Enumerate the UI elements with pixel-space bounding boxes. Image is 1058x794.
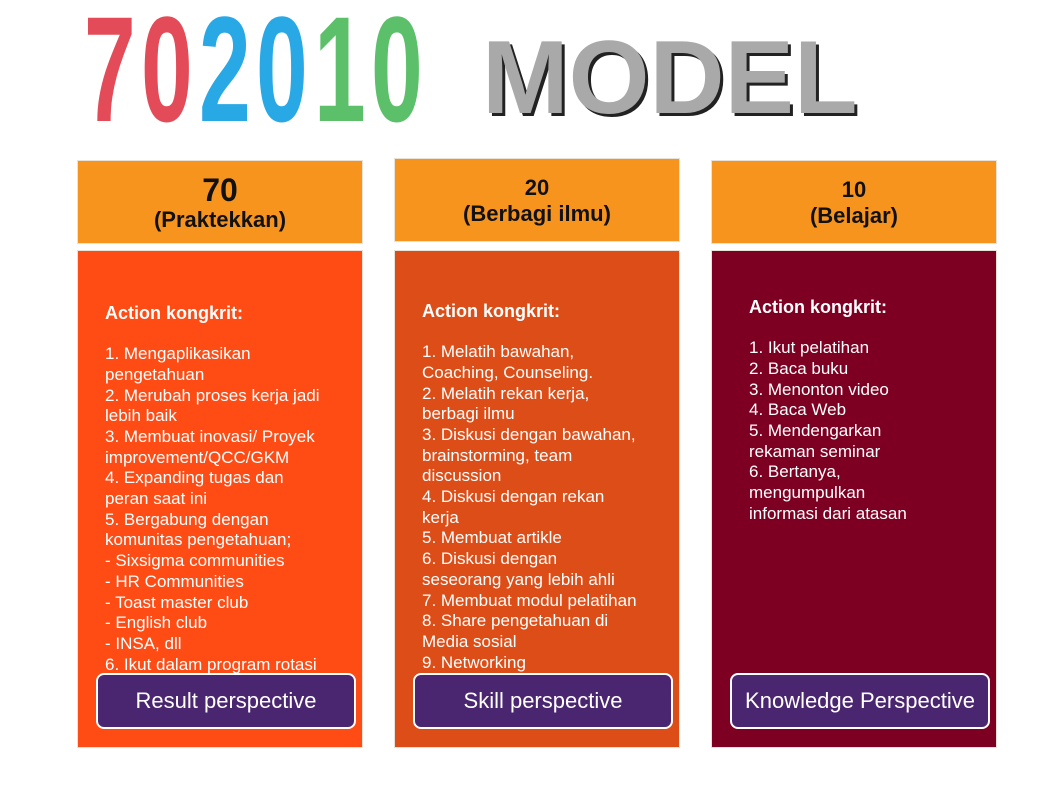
column-70-action-heading: Action kongkrit: xyxy=(105,302,243,323)
column-70-label: (Praktekkan) xyxy=(153,207,287,232)
column-10-number: 10 xyxy=(841,177,867,202)
title-digit-2: 2 xyxy=(198,0,251,153)
title-digit-1: 1 xyxy=(313,0,366,153)
column-70-header: 70 (Praktekkan) xyxy=(77,160,363,244)
column-10-action-heading: Action kongkrit: xyxy=(749,296,887,317)
title-digit-7: 7 xyxy=(84,0,136,153)
skill-perspective-button[interactable]: Skill perspective xyxy=(413,673,673,729)
column-20-label: (Berbagi ilmu) xyxy=(463,201,611,226)
column-10-label: (Belajar) xyxy=(809,203,899,228)
column-20-number: 20 xyxy=(524,175,550,200)
column-70-number: 70 xyxy=(202,172,238,208)
title-digit-0c: 0 xyxy=(371,0,423,153)
title-model: MODEL xyxy=(482,20,858,136)
column-20-action-items: 1. Melatih bawahan, Coaching, Counseling… xyxy=(422,342,637,672)
column-20-action-heading: Action kongkrit: xyxy=(422,300,560,321)
title-702010: 7 0 2 0 1 0 xyxy=(84,0,429,144)
column-10-header: 10 (Belajar) xyxy=(711,160,997,244)
column-10-text: Action kongkrit: 1. Ikut pelatihan 2. Ba… xyxy=(749,276,989,545)
result-perspective-button[interactable]: Result perspective xyxy=(96,673,356,729)
column-70-text: Action kongkrit: 1. Mengaplikasikan peng… xyxy=(105,282,355,717)
column-20-body xyxy=(394,250,680,748)
column-70-body xyxy=(77,250,363,748)
column-20-header: 20 (Berbagi ilmu) xyxy=(394,158,680,242)
title-digit-0a: 0 xyxy=(141,0,193,153)
column-10-action-items: 1. Ikut pelatihan 2. Baca buku 3. Menont… xyxy=(749,338,907,523)
column-20-text: Action kongkrit: 1. Melatih bawahan, Coa… xyxy=(422,280,672,694)
knowledge-perspective-button[interactable]: Knowledge Perspective xyxy=(730,673,990,729)
column-70-action-items: 1. Mengaplikasikan pengetahuan 2. Meruba… xyxy=(105,344,320,694)
column-10-body xyxy=(711,250,997,748)
title-digit-0b: 0 xyxy=(256,0,308,153)
